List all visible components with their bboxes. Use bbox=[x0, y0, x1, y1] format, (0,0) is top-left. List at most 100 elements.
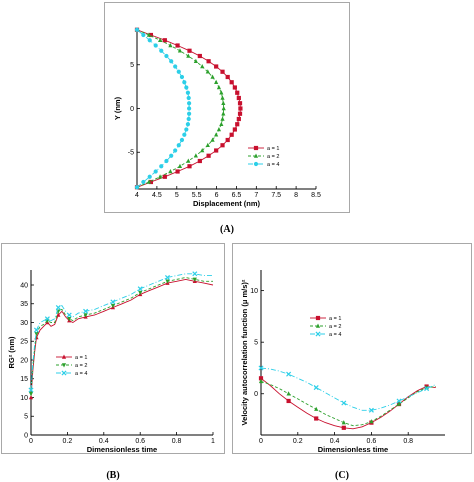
chart-b-y-axis-label: RG² (nm) bbox=[7, 336, 16, 369]
chart-a-series-3-point bbox=[185, 122, 191, 127]
chart-b-legend-item: a = 2 bbox=[56, 363, 87, 369]
chart-c-y-axis-label: Velocity autocorrelation function (μ m/s… bbox=[240, 279, 249, 425]
chart-c-series-3-point bbox=[258, 365, 264, 371]
chart-a-series-2-point bbox=[214, 79, 219, 84]
chart-a-series-1-point bbox=[162, 38, 167, 43]
chart-b-series-3-point bbox=[110, 299, 116, 305]
chart-b-y-tick-label: 20 bbox=[20, 357, 28, 364]
chart-c-series-2-point bbox=[341, 420, 346, 425]
chart-c-series-2-point bbox=[396, 401, 402, 406]
chart-b-x-tick-label: 0.2 bbox=[63, 438, 73, 445]
chart-a-series-2-point bbox=[220, 95, 225, 100]
chart-c-series-1-point bbox=[341, 425, 346, 430]
chart-b-series-3-point bbox=[28, 387, 34, 393]
caption-c: (C) bbox=[335, 470, 349, 481]
chart-a: 4 4.5 5 5.5 6 6.5 7 7.5 8 8.5 -5 0 5 Displacement (nm… bbox=[113, 27, 321, 208]
chart-a-legend-label: a = 1 bbox=[267, 146, 279, 152]
chart-a-series-1-point bbox=[236, 95, 241, 101]
chart-a-series-2-point bbox=[177, 163, 183, 168]
chart-c-x-axis-label: Dimensionless time bbox=[318, 445, 388, 454]
chart-a-series-3-point bbox=[179, 74, 185, 80]
panel-a-frame bbox=[104, 2, 350, 213]
chart-a-series-3-point bbox=[185, 90, 191, 95]
chart-a-series-3-point bbox=[159, 48, 164, 53]
chart-a-series-3-point bbox=[176, 69, 181, 74]
chart-a-series-3-point bbox=[184, 85, 189, 90]
chart-b-series-1-point bbox=[28, 395, 34, 400]
chart-a-series-2-point bbox=[200, 148, 205, 153]
chart-a-series-2-point bbox=[221, 100, 226, 105]
chart-a-series-1-point bbox=[225, 74, 230, 80]
chart-a-series-2 bbox=[134, 27, 226, 189]
chart-a-series-3-point bbox=[141, 32, 146, 38]
chart-a-x-tick-label: 6.5 bbox=[232, 192, 242, 199]
chart-b-legend-label: a = 4 bbox=[75, 371, 87, 377]
chart-a-series-1-point bbox=[187, 164, 192, 169]
chart-a-series-2-point bbox=[157, 37, 163, 42]
chart-c-x-tick-label: 0.8 bbox=[403, 438, 413, 445]
chart-c-series-1-point bbox=[286, 398, 291, 404]
chart-a-series-1-point bbox=[229, 132, 234, 137]
chart-b-legend-marker bbox=[61, 363, 67, 368]
chart-a-series-1-point bbox=[175, 169, 180, 174]
chart-b-series-2-line bbox=[30, 277, 213, 394]
chart-a-series-2-point bbox=[186, 158, 191, 163]
chart-a-series-2-point bbox=[214, 132, 219, 137]
chart-b-y-tick-label: 25 bbox=[20, 339, 28, 346]
chart-a-x-tick-label: 8.5 bbox=[311, 192, 321, 199]
chart-a-legend-marker bbox=[253, 145, 259, 151]
chart-a-legend-marker bbox=[253, 153, 259, 158]
chart-b-series-3 bbox=[28, 271, 213, 393]
chart-c-series-3-point bbox=[396, 398, 402, 404]
chart-a-x-tick-label: 8 bbox=[294, 192, 298, 199]
chart-c: 0 0.2 0.4 0.6 0.8 0 5 10 Dimensionless time Veloc… bbox=[240, 270, 445, 454]
caption-b: (B) bbox=[106, 470, 119, 481]
chart-b-series-3-point bbox=[66, 312, 72, 318]
chart-a-legend-item: a = 1 bbox=[248, 145, 279, 152]
chart-b-y-tick-label: 15 bbox=[20, 376, 28, 383]
chart-a-series-2-point bbox=[219, 90, 224, 95]
chart-a-x-tick-label: 6 bbox=[215, 192, 219, 199]
chart-a-series-3-point bbox=[164, 53, 169, 59]
chart-c-x-tick-label: 0 bbox=[259, 438, 263, 445]
chart-b: 0 0.2 0.4 0.6 0.8 10510152025303540Dimensionl… bbox=[7, 270, 215, 454]
chart-a-y-axis-label: Y (nm) bbox=[113, 96, 122, 120]
chart-a-series-3-point bbox=[147, 174, 152, 179]
chart-b-legend-item: a = 4 bbox=[56, 370, 87, 377]
chart-a-x-tick-label: 5.5 bbox=[192, 192, 202, 199]
chart-a-series-1-point bbox=[197, 158, 202, 164]
chart-a-legend-label: a = 2 bbox=[267, 154, 279, 160]
chart-c-legend-marker bbox=[315, 315, 321, 321]
chart-a-series-2-point bbox=[205, 69, 210, 74]
chart-a-series-3-point bbox=[179, 137, 185, 143]
chart-a-series-2-point bbox=[216, 127, 222, 132]
chart-a-series-2-point bbox=[221, 111, 226, 116]
chart-a-series-3-point bbox=[134, 27, 140, 32]
chart-c-legend-label: a = 1 bbox=[329, 316, 341, 322]
chart-b-series-2-point bbox=[138, 290, 143, 295]
chart-c-legend-label: a = 4 bbox=[329, 332, 341, 338]
chart-a-y-tick-label: -5 bbox=[128, 150, 134, 157]
chart-a-series-3-point bbox=[173, 148, 178, 153]
chart-b-series-1-line bbox=[30, 278, 214, 398]
chart-c-x-tick-label: 0.4 bbox=[330, 438, 340, 445]
chart-a-series-1-point bbox=[237, 111, 243, 116]
chart-b-series-2-point bbox=[67, 317, 72, 322]
chart-a-series-2-point bbox=[177, 48, 183, 53]
chart-b-x-axis-label: Dimensionless time bbox=[87, 445, 157, 454]
chart-b-y-tick-label: 30 bbox=[20, 320, 28, 327]
chart-c-series-1-point bbox=[314, 416, 319, 421]
chart-a-series-2-point bbox=[168, 43, 173, 48]
chart-b-series-3-point bbox=[44, 316, 50, 322]
chart-b-series-3-point bbox=[33, 327, 39, 333]
chart-c-series-2-point bbox=[314, 406, 319, 411]
chart-a-series-1-point bbox=[175, 43, 180, 48]
chart-a-series-1-point bbox=[232, 127, 237, 132]
chart-a-y-tick-label: 5 bbox=[130, 62, 134, 69]
chart-a-series-3-point bbox=[147, 38, 152, 43]
chart-b-x-tick-label: 0.6 bbox=[135, 438, 145, 445]
chart-c-series-2-point bbox=[369, 419, 374, 424]
chart-a-x-tick-label: 4 bbox=[135, 192, 139, 199]
chart-a-series-2-point bbox=[220, 116, 225, 121]
